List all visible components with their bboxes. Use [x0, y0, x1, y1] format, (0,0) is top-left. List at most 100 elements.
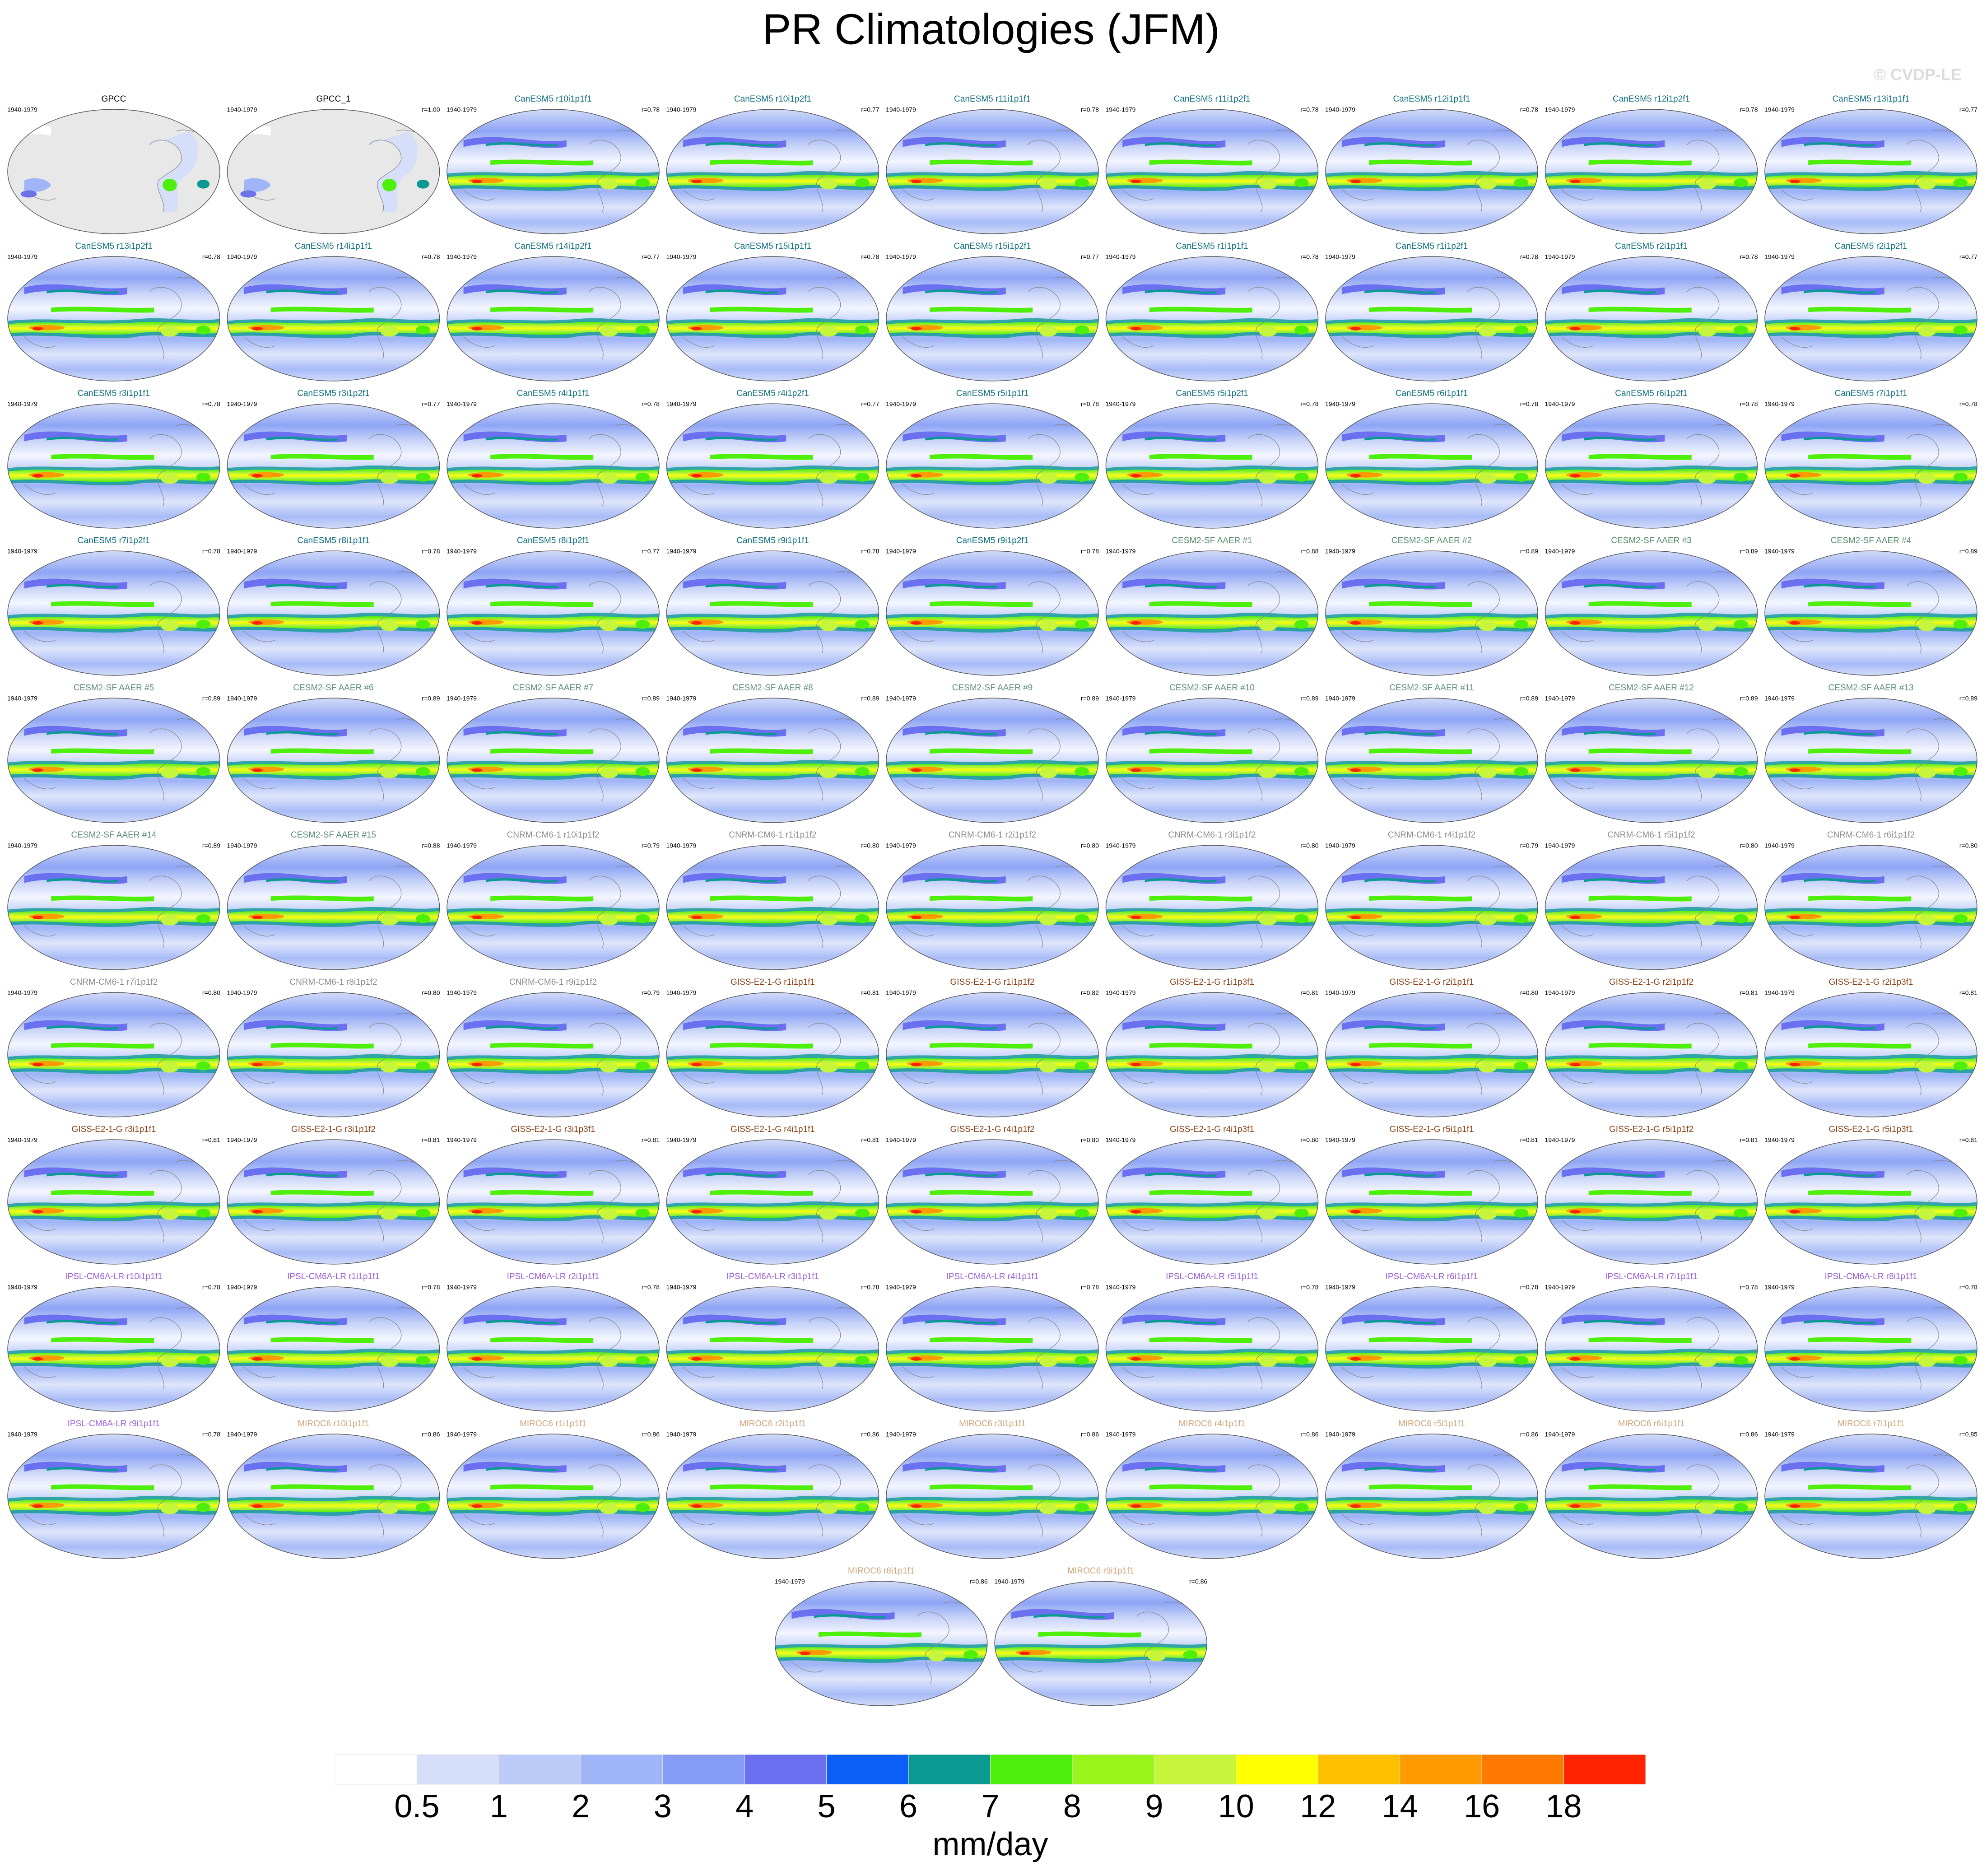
panel-title: GISS-E2-1-G r4i1p1f2	[950, 1125, 1035, 1134]
panel: GISS-E2-1-G r5i1p1f2 1940-1979 r=0.81	[1544, 1125, 1759, 1266]
map	[1763, 549, 1978, 677]
panel-correlation: r=0.78	[642, 400, 660, 408]
panel-title: MIROC6 r4i1p1f1	[1179, 1419, 1246, 1429]
panel-correlation: r=0.78	[1520, 253, 1538, 261]
colorbar-label: 10	[1218, 1788, 1254, 1825]
panel: CESM2-SF AAER #5 1940-1979 r=0.89	[6, 683, 221, 824]
panel-title: GISS-E2-1-G r3i1p1f2	[291, 1125, 376, 1134]
panel-period: 1940-1979	[886, 400, 916, 408]
map	[6, 255, 221, 382]
panel: CanESM5 r11i1p2f1 1940-1979 r=0.78	[1105, 94, 1320, 235]
map	[1544, 549, 1759, 677]
panel: IPSL-CM6A-LR r9i1p1f1 1940-1979 r=0.78	[6, 1419, 221, 1560]
panel: IPSL-CM6A-LR r1i1p1f1 1940-1979 r=0.78	[226, 1272, 441, 1413]
panel-correlation: r=0.89	[1959, 548, 1977, 555]
panel: CNRM-CM6-1 r10i1p1f2 1940-1979 r=0.79	[446, 830, 661, 971]
panel: CanESM5 r2i1p1f1 1940-1979 r=0.78	[1544, 242, 1759, 382]
panel-correlation: r=0.80	[1300, 842, 1318, 849]
colorbar-label: 9	[1145, 1788, 1163, 1825]
panel: IPSL-CM6A-LR r4i1p1f1 1940-1979 r=0.78	[885, 1272, 1100, 1413]
panel-title: CanESM5 r7i1p1f1	[1835, 389, 1908, 398]
panel-period: 1940-1979	[227, 695, 257, 702]
panel-period: 1940-1979	[1325, 1136, 1355, 1144]
panel-period: 1940-1979	[666, 1284, 697, 1291]
panel: CESM2-SF AAER #12 1940-1979 r=0.89	[1544, 683, 1759, 824]
panel: IPSL-CM6A-LR r7i1p1f1 1940-1979 r=0.78	[1544, 1272, 1759, 1413]
panel-correlation: r=0.78	[1300, 253, 1318, 261]
map	[6, 1433, 221, 1560]
panel: CanESM5 r7i1p1f1 1940-1979 r=0.78	[1763, 389, 1978, 530]
panel-period: 1940-1979	[1764, 253, 1795, 261]
panel-correlation: r=0.78	[1081, 400, 1099, 408]
panel: IPSL-CM6A-LR r8i1p1f1 1940-1979 r=0.78	[1763, 1272, 1978, 1413]
panel-title: GISS-E2-1-G r2i1p3f1	[1829, 978, 1913, 987]
map	[226, 1138, 441, 1266]
panel-period: 1940-1979	[1545, 106, 1575, 113]
panel-period: 1940-1979	[7, 106, 37, 113]
map	[1763, 844, 1978, 971]
map	[665, 1433, 880, 1560]
panel: CanESM5 r15i1p2f1 1940-1979 r=0.77	[885, 242, 1100, 382]
map	[1105, 1285, 1320, 1413]
panel-title: MIROC6 r7i1p1f1	[1838, 1419, 1904, 1429]
panel: GISS-E2-1-G r3i1p1f1 1940-1979 r=0.81	[6, 1125, 221, 1266]
map	[1324, 402, 1539, 530]
panel: MIROC6 r3i1p1f1 1940-1979 r=0.86	[885, 1419, 1100, 1560]
panel: CanESM5 r6i1p1f1 1940-1979 r=0.78	[1324, 389, 1539, 530]
panel-correlation: r=0.77	[1081, 253, 1099, 261]
panel-title: CNRM-CM6-1 r6i1p1f2	[1827, 830, 1915, 840]
map	[226, 1433, 441, 1560]
panel-period: 1940-1979	[227, 842, 257, 849]
map	[665, 549, 880, 677]
panel-correlation: r=0.81	[202, 1136, 220, 1144]
panel: CanESM5 r2i1p2f1 1940-1979 r=0.77	[1763, 242, 1978, 382]
map	[1544, 844, 1759, 971]
panel: CNRM-CM6-1 r6i1p1f2 1940-1979 r=0.80	[1763, 830, 1978, 971]
panel-period: 1940-1979	[1106, 400, 1136, 408]
panel-title: CESM2-SF AAER #1	[1172, 536, 1252, 545]
panel-correlation: r=0.78	[422, 1284, 440, 1291]
panel-correlation: r=0.77	[642, 253, 660, 261]
panel: CanESM5 r13i1p1f1 1940-1979 r=0.77	[1763, 94, 1978, 235]
panel-period: 1940-1979	[447, 400, 477, 408]
panel-period: 1940-1979	[886, 253, 916, 261]
panel: CNRM-CM6-1 r7i1p1f2 1940-1979 r=0.80	[6, 978, 221, 1118]
panel-title: MIROC6 r6i1p1f1	[1618, 1419, 1685, 1429]
panel: CNRM-CM6-1 r1i1p1f2 1940-1979 r=0.80	[665, 830, 880, 971]
panel: MIROC6 r9i1p1f1 1940-1979 r=0.86	[993, 1566, 1208, 1707]
panel-period: 1940-1979	[886, 548, 916, 555]
panel: CESM2-SF AAER #6 1940-1979 r=0.89	[226, 683, 441, 824]
map	[885, 1433, 1100, 1560]
panel-period: 1940-1979	[666, 1136, 697, 1144]
panel: CanESM5 r10i1p2f1 1940-1979 r=0.77	[665, 94, 880, 235]
panel-correlation: r=0.89	[1300, 695, 1318, 702]
colorbar-box	[908, 1754, 991, 1785]
panel-title: CESM2-SF AAER #12	[1609, 683, 1694, 693]
panel-correlation: r=0.78	[861, 253, 879, 261]
map	[1105, 402, 1320, 530]
panel-correlation: r=0.81	[1520, 1136, 1538, 1144]
panel-period: 1940-1979	[886, 1431, 916, 1438]
panel-title: GPCC	[102, 94, 126, 104]
map	[1763, 1433, 1978, 1560]
map	[1324, 549, 1539, 677]
map	[446, 844, 661, 971]
panel-period: 1940-1979	[666, 400, 697, 408]
map	[226, 844, 441, 971]
panel-correlation: r=0.78	[1081, 106, 1099, 113]
colorbar-label: 14	[1382, 1788, 1418, 1825]
panel-period: 1940-1979	[886, 106, 916, 113]
panel: CNRM-CM6-1 r2i1p1f2 1940-1979 r=0.80	[885, 830, 1100, 971]
panel-title: CanESM5 r2i1p2f1	[1835, 242, 1908, 251]
panel-title: CESM2-SF AAER #2	[1391, 536, 1472, 545]
colorbar-label: 12	[1300, 1788, 1336, 1825]
colorbar-box	[1317, 1754, 1400, 1785]
panel-title: GISS-E2-1-G r5i1p1f1	[1390, 1125, 1474, 1134]
panel-title: CanESM5 r10i1p1f1	[514, 94, 591, 104]
panel-correlation: r=0.77	[1959, 253, 1977, 261]
panel: CanESM5 r1i1p2f1 1940-1979 r=0.78	[1324, 242, 1539, 382]
panel: MIROC6 r8i1p1f1 1940-1979 r=0.86	[774, 1566, 989, 1707]
panel-title: IPSL-CM6A-LR r9i1p1f1	[68, 1419, 160, 1429]
